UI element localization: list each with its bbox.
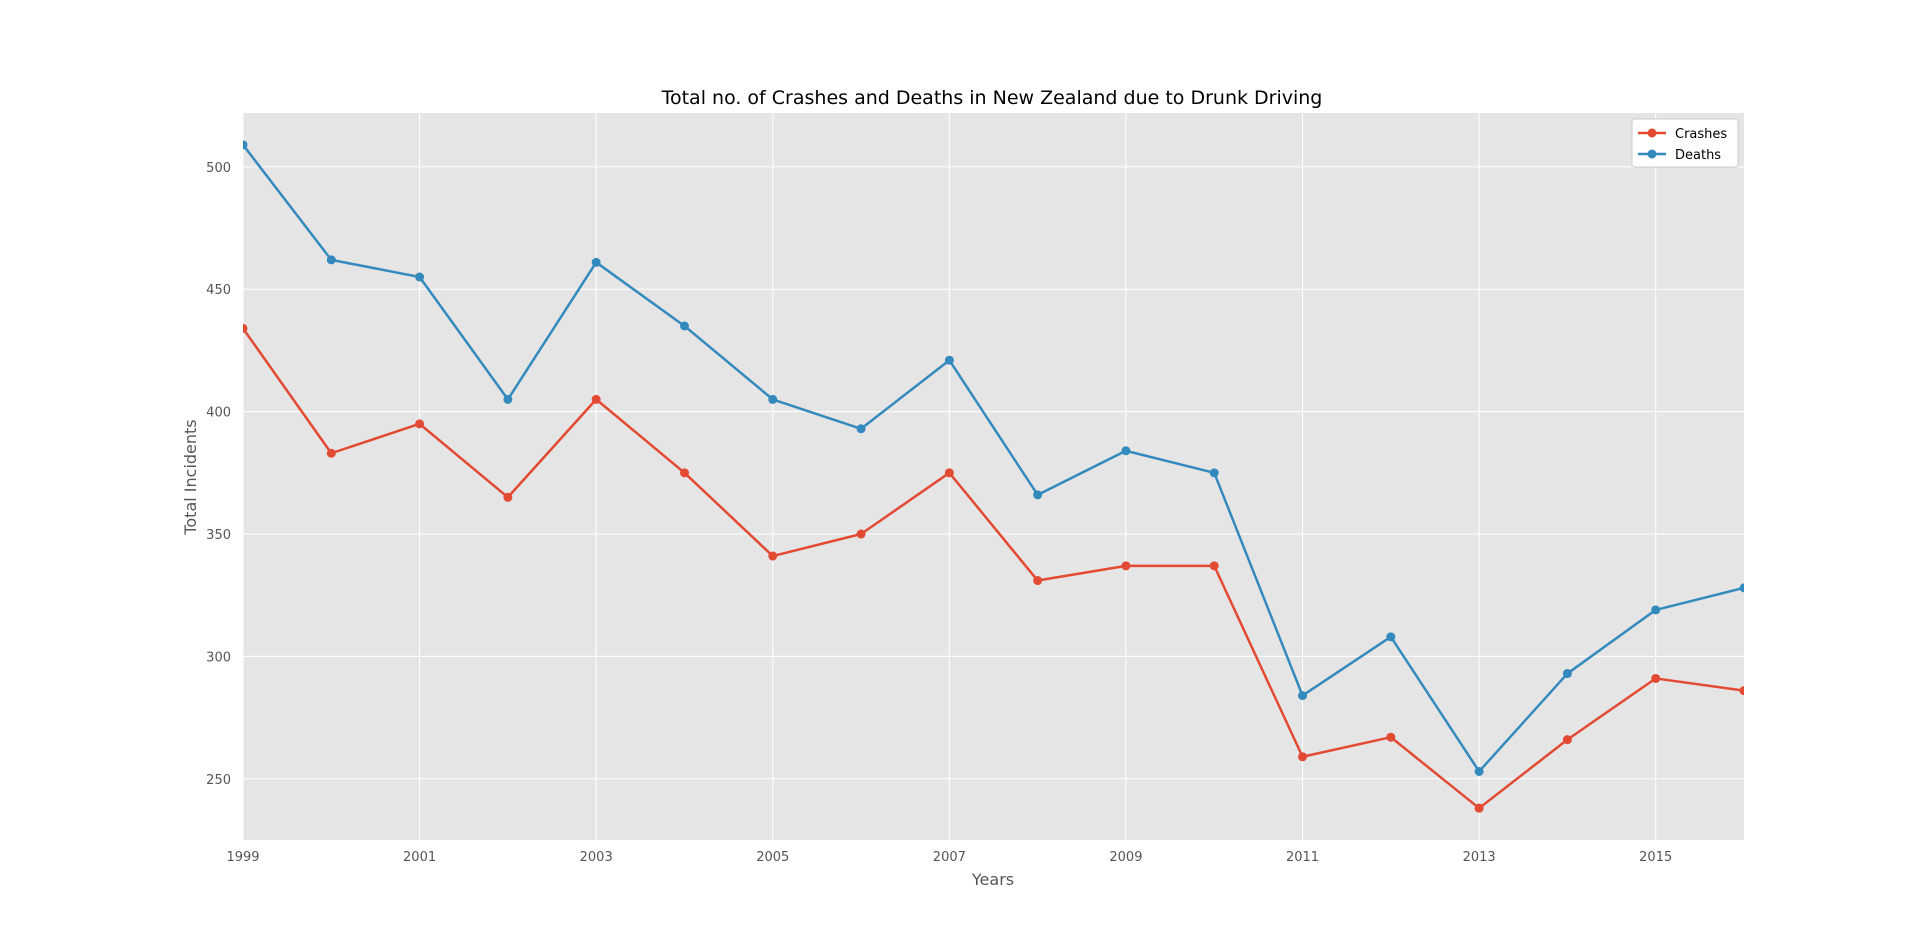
tick-labels: 1999 2001 2003 2005 2007 2009 2011 2013 2015 250 3… (206, 161, 1672, 865)
data-point-crashes (1651, 673, 1661, 683)
x-tick-label: 2007 (933, 850, 966, 865)
series-line-crashes (243, 327, 1744, 810)
y-axis-label: Total Incidents (181, 419, 200, 535)
data-point-deaths (856, 424, 866, 434)
data-point-crashes (326, 448, 336, 458)
data-point-deaths (1562, 669, 1572, 679)
data-point-deaths (591, 257, 601, 267)
x-axis-label: Years (971, 870, 1014, 889)
x-tick-label: 2013 (1463, 850, 1496, 865)
data-point-crashes (1209, 561, 1219, 571)
y-tick-label: 300 (206, 650, 231, 665)
data-point-crashes (944, 468, 954, 478)
y-tick-label: 450 (206, 283, 231, 298)
x-tick-label: 1999 (226, 850, 259, 865)
series-deaths (243, 140, 1744, 776)
data-point-crashes (243, 323, 248, 333)
gridlines (242, 113, 1744, 840)
data-point-deaths (1474, 766, 1484, 776)
data-point-deaths (326, 255, 336, 265)
data-point-deaths (503, 394, 513, 404)
data-point-deaths (768, 394, 778, 404)
data-point-crashes (768, 551, 778, 561)
x-tick-label: 2011 (1286, 850, 1319, 865)
data-series (243, 140, 1744, 813)
y-tick-label: 250 (206, 773, 231, 788)
data-point-crashes (1386, 732, 1396, 742)
data-point-crashes (591, 394, 601, 404)
y-tick-label: 400 (206, 406, 231, 421)
data-point-deaths (1651, 605, 1661, 615)
x-tick-label: 2001 (403, 850, 436, 865)
legend-marker-crashes (1647, 128, 1657, 138)
data-point-deaths (1298, 691, 1308, 701)
data-point-deaths (1033, 490, 1043, 500)
legend-label-crashes: Crashes (1675, 127, 1727, 142)
legend-label-deaths: Deaths (1675, 148, 1721, 163)
data-point-deaths (243, 140, 248, 150)
series-crashes (243, 323, 1744, 813)
data-point-crashes (1562, 735, 1572, 745)
data-point-deaths (1386, 632, 1396, 642)
data-point-crashes (1474, 803, 1484, 813)
data-point-crashes (1121, 561, 1131, 571)
y-tick-label: 350 (206, 528, 231, 543)
x-tick-label: 2009 (1109, 850, 1142, 865)
data-point-crashes (415, 419, 425, 429)
data-point-deaths (944, 355, 954, 365)
data-point-crashes (679, 468, 689, 478)
data-point-crashes (503, 492, 513, 502)
data-point-deaths (1739, 583, 1744, 593)
data-point-crashes (1739, 686, 1744, 696)
legend-marker-deaths (1647, 149, 1657, 159)
x-tick-label: 2005 (756, 850, 789, 865)
data-point-deaths (415, 272, 425, 282)
x-tick-label: 2015 (1639, 850, 1672, 865)
chart-title: Total no. of Crashes and Deaths in New Z… (661, 87, 1323, 109)
data-point-deaths (679, 321, 689, 331)
data-point-crashes (1033, 576, 1043, 586)
data-point-crashes (856, 529, 866, 539)
data-point-crashes (1298, 752, 1308, 762)
data-point-deaths (1121, 446, 1131, 456)
plot-area (243, 113, 1744, 840)
y-tick-label: 500 (206, 161, 231, 176)
series-line-deaths (243, 144, 1744, 773)
legend: Crashes Deaths (1631, 118, 1739, 168)
x-tick-label: 2003 (580, 850, 613, 865)
data-point-deaths (1209, 468, 1219, 478)
